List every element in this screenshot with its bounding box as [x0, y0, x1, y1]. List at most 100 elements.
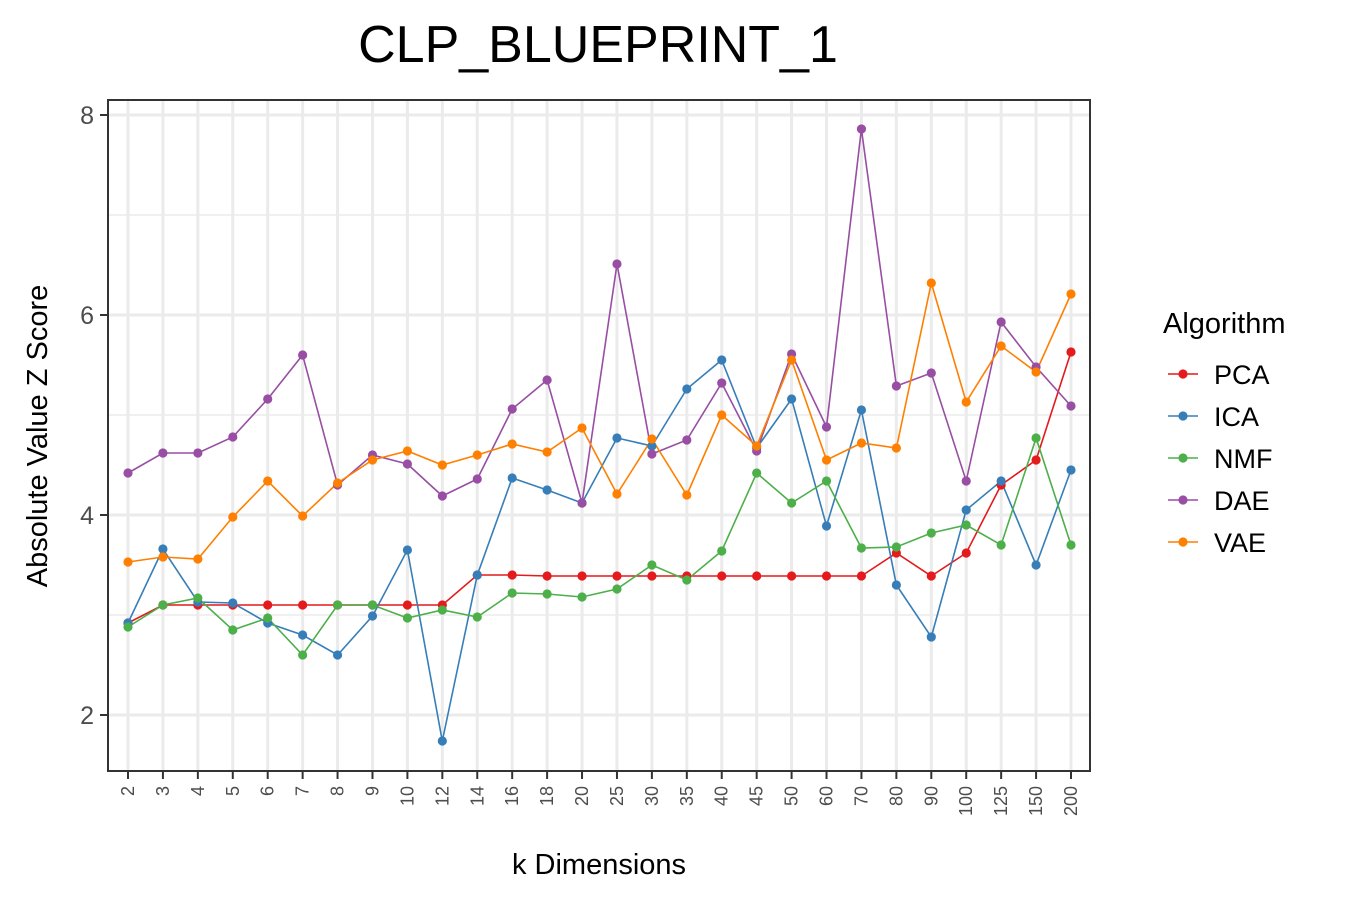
data-point-nmf [123, 622, 133, 632]
plot-panel-border [107, 99, 1091, 772]
x-tick-label: 125 [991, 786, 1011, 816]
data-point-vae [577, 423, 587, 433]
data-point-nmf [228, 625, 238, 635]
data-point-nmf [158, 600, 168, 610]
data-point-vae [437, 460, 447, 470]
data-point-nmf [717, 546, 727, 556]
data-point-vae [786, 355, 797, 365]
data-point-ica [612, 433, 622, 443]
data-point-nmf [402, 613, 413, 623]
legend-key-point [1178, 453, 1188, 463]
legend-title: Algorithm [1163, 308, 1286, 340]
data-point-ica [1031, 560, 1041, 570]
data-point-pca [856, 571, 867, 581]
data-point-ica [786, 394, 797, 404]
data-point-ica [507, 473, 517, 483]
grid-layer [108, 100, 1090, 771]
data-point-nmf [577, 592, 587, 602]
data-point-ica [996, 476, 1006, 486]
x-tick-label: 45 [747, 786, 767, 806]
x-tick-label: 14 [467, 786, 487, 806]
data-point-vae [402, 446, 413, 456]
data-point-vae [961, 397, 971, 407]
data-point-ica [961, 505, 971, 515]
legend-item-ica: ICA [1168, 402, 1259, 432]
data-point-nmf [821, 476, 832, 486]
data-point-ica [542, 485, 552, 495]
data-point-dae [717, 378, 727, 388]
data-point-dae [856, 124, 867, 134]
data-point-dae [577, 498, 587, 508]
data-point-ica [717, 355, 727, 365]
data-point-nmf [891, 542, 901, 552]
data-point-ica [472, 570, 482, 580]
legend: Algorithm PCA ICA NMF DAE VAE [1163, 308, 1286, 558]
x-tick-label: 30 [642, 786, 662, 806]
series-layer [123, 124, 1076, 746]
x-tick-label: 4 [188, 786, 208, 796]
data-point-pca [1031, 455, 1041, 465]
series-line-pca [127, 351, 1072, 624]
data-point-dae [193, 448, 203, 458]
x-tick-label: 3 [153, 786, 173, 796]
y-tick-label: 8 [80, 102, 94, 130]
data-point-dae [437, 491, 447, 501]
legend-label: PCA [1214, 360, 1270, 390]
chart-title: CLP_BLUEPRINT_1 [358, 16, 838, 74]
x-tick-label: 8 [328, 786, 348, 796]
data-point-pca [961, 548, 971, 558]
legend-key-point [1178, 537, 1188, 547]
x-tick-label: 12 [432, 786, 452, 806]
data-point-dae [821, 422, 832, 432]
x-tick-label: 16 [502, 786, 522, 806]
data-point-vae [158, 552, 168, 562]
data-point-ica [367, 611, 378, 621]
data-point-nmf [507, 588, 517, 598]
legend-key-point [1178, 495, 1188, 505]
data-point-pca [926, 571, 936, 581]
x-tick-label: 9 [362, 786, 382, 796]
data-point-pca [298, 600, 308, 610]
data-point-ica [228, 598, 238, 608]
data-point-vae [717, 410, 727, 420]
x-tick-label: 6 [258, 786, 278, 796]
data-point-vae [298, 511, 308, 521]
x-axis-label: k Dimensions [512, 849, 686, 881]
data-point-vae [228, 512, 238, 522]
x-tick-label: 35 [677, 786, 697, 806]
data-point-nmf [856, 543, 867, 553]
data-point-vae [472, 450, 482, 460]
x-tick-label: 10 [397, 786, 417, 806]
legend-label: DAE [1214, 486, 1270, 516]
series-line-ica [127, 358, 1072, 742]
data-point-ica [891, 580, 901, 590]
data-point-vae [263, 476, 273, 486]
data-point-pca [821, 571, 832, 581]
y-tick-label: 4 [80, 502, 94, 530]
y-axis-label: Absolute Value Z Score [22, 285, 54, 588]
data-point-ica [298, 630, 308, 640]
legend-label: NMF [1214, 444, 1272, 474]
data-point-dae [682, 435, 692, 445]
data-point-dae [402, 459, 413, 469]
legend-items: PCA ICA NMF DAE VAE [1168, 360, 1272, 558]
x-tick-label: 100 [956, 786, 976, 816]
legend-label: ICA [1214, 402, 1259, 432]
x-tick-label: 2 [118, 786, 138, 796]
data-point-vae [367, 455, 378, 465]
data-point-pca [717, 571, 727, 581]
data-point-pca [507, 570, 517, 580]
series-line-vae [127, 282, 1072, 563]
data-point-ica [926, 632, 936, 642]
x-tick-label: 60 [817, 786, 837, 806]
data-point-nmf [1066, 540, 1076, 550]
data-point-ica [856, 405, 867, 415]
data-point-ica [821, 521, 832, 531]
data-point-vae [647, 434, 657, 444]
legend-label: VAE [1214, 528, 1266, 558]
data-point-dae [542, 375, 552, 385]
x-tick-label: 5 [223, 786, 243, 796]
legend-item-pca: PCA [1168, 360, 1270, 390]
